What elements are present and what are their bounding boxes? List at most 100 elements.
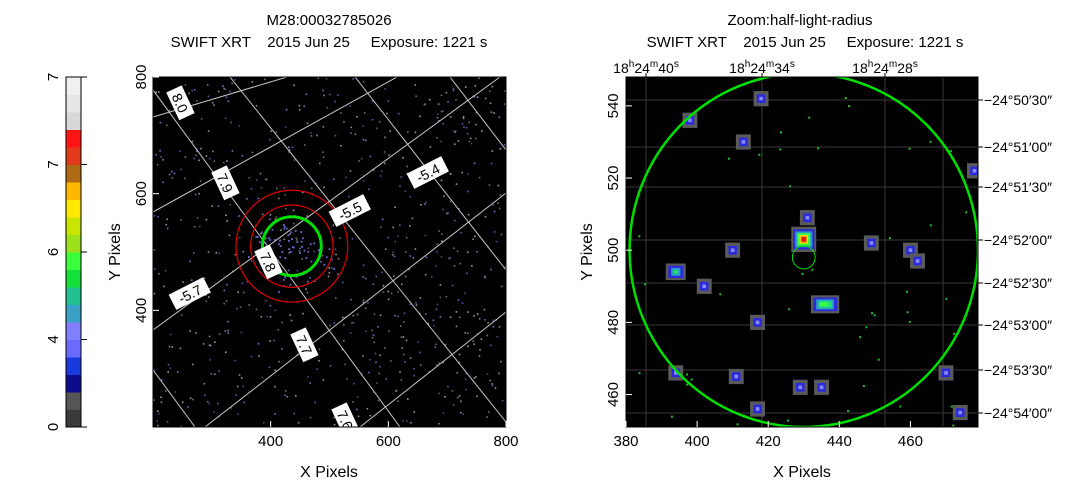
photon-event xyxy=(400,379,403,381)
photon-event xyxy=(334,100,336,103)
photon-event xyxy=(293,222,295,225)
photon-event xyxy=(325,256,328,259)
photon-event xyxy=(478,77,480,80)
photon-event xyxy=(365,330,367,332)
photon-event xyxy=(366,408,369,410)
photon-event xyxy=(372,391,375,393)
photon-event xyxy=(276,187,278,190)
photon-event xyxy=(362,264,365,266)
photon-event xyxy=(323,263,326,266)
photon-event xyxy=(296,241,299,243)
photon-event xyxy=(465,127,468,129)
photon-event xyxy=(457,140,460,142)
photon-event xyxy=(452,89,455,92)
photon-event xyxy=(226,160,228,162)
photon-event xyxy=(265,178,267,181)
photon-event xyxy=(476,250,478,253)
photon-event xyxy=(295,394,297,397)
photon-event xyxy=(261,213,264,216)
photon-event xyxy=(424,234,427,237)
photon-event xyxy=(348,195,350,198)
photon-event xyxy=(463,126,465,128)
photon-event xyxy=(171,177,174,179)
photon-event xyxy=(486,416,488,418)
photon-event xyxy=(442,110,444,112)
photon-event xyxy=(234,78,236,81)
photon-event xyxy=(289,149,291,151)
photon-event xyxy=(395,390,397,392)
colorbar-tick-label: 7 xyxy=(45,160,62,168)
photon-event xyxy=(238,125,241,127)
photon-event xyxy=(399,371,401,373)
photon-event xyxy=(155,91,157,94)
source xyxy=(725,242,741,258)
photon-event xyxy=(337,257,340,260)
photon-event xyxy=(171,346,174,348)
photon-event xyxy=(279,256,282,258)
photon-event xyxy=(501,399,504,402)
photon-event xyxy=(504,90,506,92)
photon-event xyxy=(227,329,230,332)
photon-event xyxy=(475,123,477,126)
y-tick-label: 540 xyxy=(605,93,622,118)
photon-event xyxy=(284,276,286,279)
speck xyxy=(899,405,902,408)
photon-event xyxy=(191,89,193,92)
photon-event xyxy=(401,347,403,349)
photon-event xyxy=(389,130,391,132)
photon-event xyxy=(333,423,336,426)
photon-event xyxy=(454,219,456,222)
photon-event xyxy=(224,330,227,332)
photon-event xyxy=(356,396,359,398)
photon-event xyxy=(310,187,313,190)
photon-event xyxy=(487,321,489,324)
photon-event xyxy=(466,132,469,135)
photon-event xyxy=(205,218,208,221)
grid-label-text: 7.9 xyxy=(214,171,237,196)
photon-event xyxy=(402,420,404,422)
photon-event xyxy=(218,252,220,255)
photon-event xyxy=(350,132,352,134)
photon-event xyxy=(435,265,437,267)
photon-event xyxy=(399,325,402,327)
photon-event xyxy=(208,402,210,405)
photon-event xyxy=(360,158,363,160)
photon-event xyxy=(390,292,393,295)
photon-event xyxy=(455,325,458,328)
photon-event xyxy=(402,336,405,338)
photon-event xyxy=(375,275,377,278)
photon-event xyxy=(167,364,170,366)
photon-event xyxy=(165,223,167,226)
photon-event xyxy=(456,372,458,374)
photon-event xyxy=(273,239,276,241)
photon-event xyxy=(194,193,197,196)
photon-event xyxy=(468,121,470,124)
photon-event xyxy=(284,126,287,128)
photon-event xyxy=(325,78,328,80)
photon-event xyxy=(188,92,190,95)
photon-event xyxy=(413,374,416,377)
photon-event xyxy=(484,276,486,279)
photon-event xyxy=(435,308,438,311)
photon-event xyxy=(473,315,475,317)
colorbar-tick-label: 4 xyxy=(45,335,62,343)
photon-event xyxy=(373,341,376,344)
photon-event xyxy=(378,372,380,375)
photon-event xyxy=(460,400,462,403)
photon-event xyxy=(448,257,450,260)
photon-event xyxy=(207,251,210,253)
photon-event xyxy=(438,392,440,395)
photon-event xyxy=(301,191,304,194)
photon-event xyxy=(306,280,309,283)
photon-event xyxy=(158,91,160,93)
photon-event xyxy=(358,160,360,162)
photon-event xyxy=(205,294,207,296)
photon-event xyxy=(229,90,231,93)
photon-event xyxy=(256,179,258,181)
photon-event xyxy=(285,207,287,210)
photon-event xyxy=(301,245,304,248)
photon-event xyxy=(363,112,366,114)
photon-event xyxy=(455,311,458,313)
photon-event xyxy=(298,104,300,107)
photon-event xyxy=(414,84,416,86)
